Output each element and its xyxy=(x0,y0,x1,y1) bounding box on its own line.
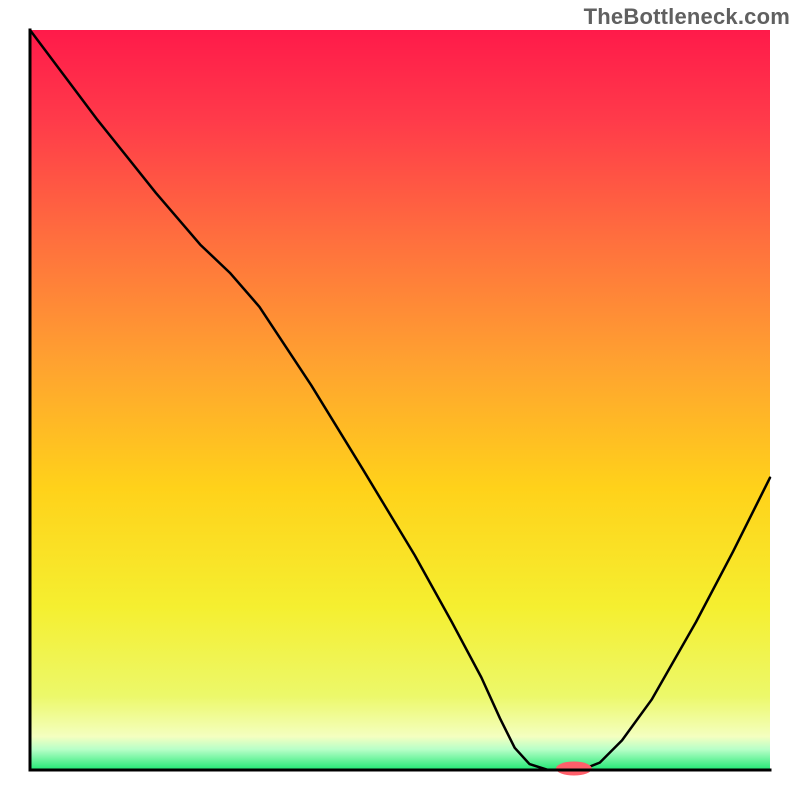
plot-group xyxy=(30,30,770,776)
chart-container: TheBottleneck.com xyxy=(0,0,800,800)
bottleneck-chart xyxy=(0,0,800,800)
gradient-background xyxy=(30,30,770,770)
